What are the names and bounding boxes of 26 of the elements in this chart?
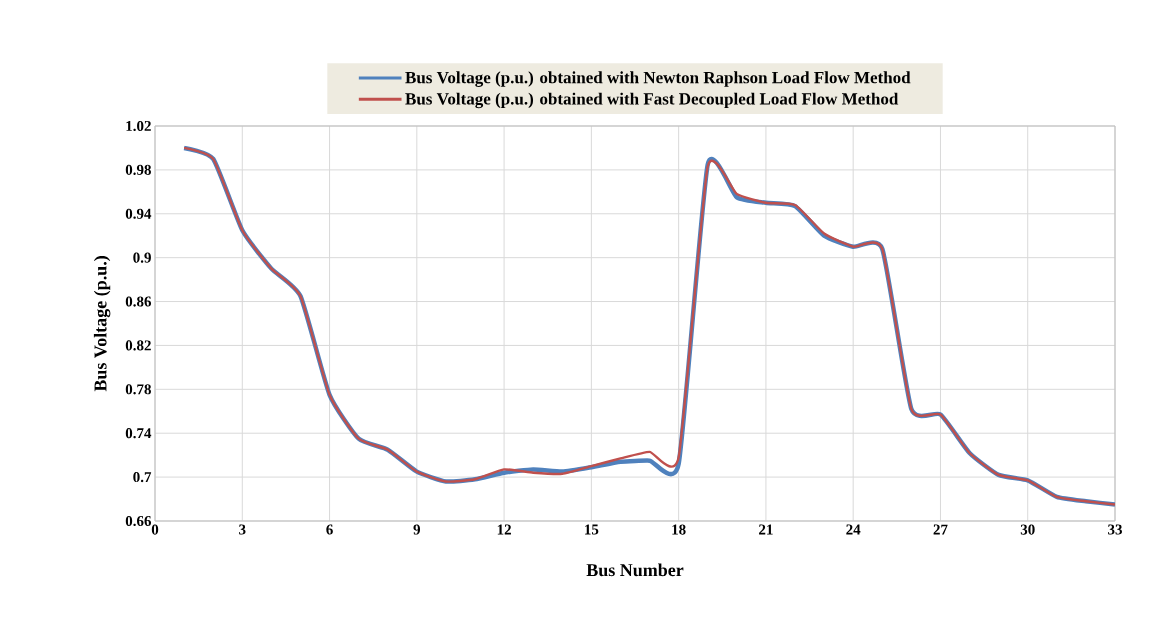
y-tick-label: 0.86 xyxy=(125,296,152,307)
x-tick-label: 24 xyxy=(846,524,861,535)
y-tick-label: 0.74 xyxy=(125,428,152,439)
y-tick-label: 0.78 xyxy=(125,384,151,395)
y-tick-label: 0.82 xyxy=(125,340,151,351)
x-tick-label: 12 xyxy=(497,524,511,535)
x-tick-label: 0 xyxy=(151,524,159,535)
x-axis-title: Bus Number xyxy=(586,563,684,577)
y-tick-label: 0.66 xyxy=(125,515,152,527)
x-tick-label: 33 xyxy=(1108,524,1122,535)
x-tick-label: 15 xyxy=(585,524,599,535)
x-tick-label: 30 xyxy=(1020,524,1035,535)
x-tick-label: 21 xyxy=(759,524,773,535)
y-tick-label: 0.7 xyxy=(133,472,152,483)
x-tick-label: 18 xyxy=(672,524,686,535)
x-tick-label: 3 xyxy=(239,524,246,535)
y-tick-label: 1.02 xyxy=(126,120,151,132)
x-tick-label: 27 xyxy=(933,524,948,535)
legend-label: Bus Voltage (p.u.) obtained with Newton Raphson Load Flow Method xyxy=(405,71,911,87)
y-tick-label: 0.9 xyxy=(133,252,151,263)
y-tick-label: 0.98 xyxy=(125,164,151,175)
y-axis-title: Bus Voltage (p.u.) xyxy=(93,256,111,392)
x-tick-label: 6 xyxy=(326,524,333,535)
legend-label: Bus Voltage (p.u.) obtained with Fast Decoupled Load Flow Method xyxy=(405,92,899,109)
y-tick-label: 0.94 xyxy=(125,208,152,219)
x-tick-label: 9 xyxy=(413,524,421,535)
